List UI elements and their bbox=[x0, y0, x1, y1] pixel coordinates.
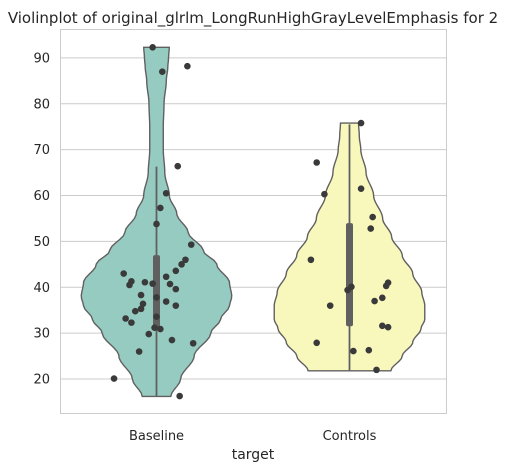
point-baseline-30 bbox=[157, 325, 164, 333]
y-tick-label-30: 30 bbox=[33, 327, 50, 342]
point-baseline-11 bbox=[120, 270, 127, 277]
point-baseline-7 bbox=[187, 241, 195, 248]
box-summaries bbox=[153, 124, 353, 397]
tick-labels: 20 30 40 50 60 70 80 90 Baseline Controls bbox=[33, 51, 376, 444]
point-baseline-2 bbox=[184, 62, 191, 70]
y-tick-label-20: 20 bbox=[33, 373, 50, 388]
point-controls-10 bbox=[344, 286, 351, 294]
point-baseline-14 bbox=[141, 278, 149, 286]
point-controls-2 bbox=[357, 185, 365, 192]
y-tick-label-70: 70 bbox=[33, 143, 50, 158]
point-baseline-19 bbox=[137, 291, 145, 299]
point-controls-11 bbox=[379, 294, 386, 302]
point-controls-15 bbox=[384, 323, 392, 331]
point-controls-13 bbox=[326, 302, 334, 309]
point-baseline-5 bbox=[157, 204, 164, 212]
point-baseline-31 bbox=[145, 330, 153, 338]
point-controls-6 bbox=[307, 256, 315, 264]
point-baseline-26 bbox=[153, 313, 160, 320]
point-baseline-6 bbox=[153, 220, 160, 228]
x-tick-label-baseline: Baseline bbox=[129, 429, 184, 444]
point-baseline-34 bbox=[135, 348, 143, 355]
point-controls-17 bbox=[350, 347, 357, 355]
point-baseline-36 bbox=[176, 392, 183, 400]
point-baseline-15 bbox=[149, 280, 156, 287]
point-baseline-16 bbox=[126, 281, 133, 289]
point-baseline-21 bbox=[139, 300, 147, 308]
point-baseline-22 bbox=[162, 298, 170, 305]
y-tick-label-80: 80 bbox=[33, 97, 50, 112]
x-axis-label: target bbox=[232, 447, 275, 463]
point-controls-4 bbox=[369, 213, 376, 221]
y-tick-label-50: 50 bbox=[33, 235, 50, 250]
point-controls-0 bbox=[357, 119, 365, 127]
point-controls-5 bbox=[367, 225, 375, 232]
point-baseline-18 bbox=[172, 285, 180, 293]
point-controls-14 bbox=[379, 322, 386, 330]
point-baseline-27 bbox=[122, 315, 129, 322]
y-tick-label-60: 60 bbox=[33, 189, 50, 204]
point-baseline-23 bbox=[172, 302, 180, 309]
point-controls-3 bbox=[321, 190, 328, 198]
iqr-box-controls bbox=[346, 223, 353, 327]
y-tick-label-90: 90 bbox=[33, 51, 50, 66]
data-points bbox=[110, 44, 392, 400]
point-baseline-25 bbox=[137, 305, 145, 313]
point-baseline-17 bbox=[166, 280, 174, 288]
chart-title: Violinplot of original_glrlm_LongRunHigh… bbox=[8, 9, 498, 28]
point-baseline-4 bbox=[162, 189, 170, 197]
point-baseline-3 bbox=[174, 162, 182, 170]
point-baseline-12 bbox=[162, 273, 170, 281]
x-tick-label-controls: Controls bbox=[323, 429, 377, 444]
point-baseline-0 bbox=[149, 44, 156, 51]
point-baseline-10 bbox=[172, 267, 180, 275]
point-controls-16 bbox=[313, 339, 320, 347]
point-baseline-35 bbox=[110, 375, 118, 382]
point-baseline-24 bbox=[131, 307, 139, 315]
point-controls-18 bbox=[365, 346, 373, 354]
point-baseline-8 bbox=[182, 256, 189, 264]
point-baseline-29 bbox=[151, 324, 158, 331]
point-baseline-20 bbox=[153, 294, 160, 301]
point-baseline-28 bbox=[128, 319, 135, 326]
y-tick-label-40: 40 bbox=[33, 281, 50, 296]
point-baseline-33 bbox=[189, 339, 197, 347]
point-controls-12 bbox=[371, 297, 378, 305]
violins bbox=[80, 46, 426, 398]
point-baseline-9 bbox=[178, 261, 185, 268]
point-controls-1 bbox=[313, 159, 320, 166]
plot-frame bbox=[60, 29, 447, 414]
point-controls-8 bbox=[382, 282, 390, 290]
point-baseline-32 bbox=[168, 336, 176, 344]
iqr-box-baseline bbox=[153, 255, 160, 329]
point-controls-19 bbox=[373, 366, 380, 374]
point-baseline-1 bbox=[158, 68, 166, 75]
